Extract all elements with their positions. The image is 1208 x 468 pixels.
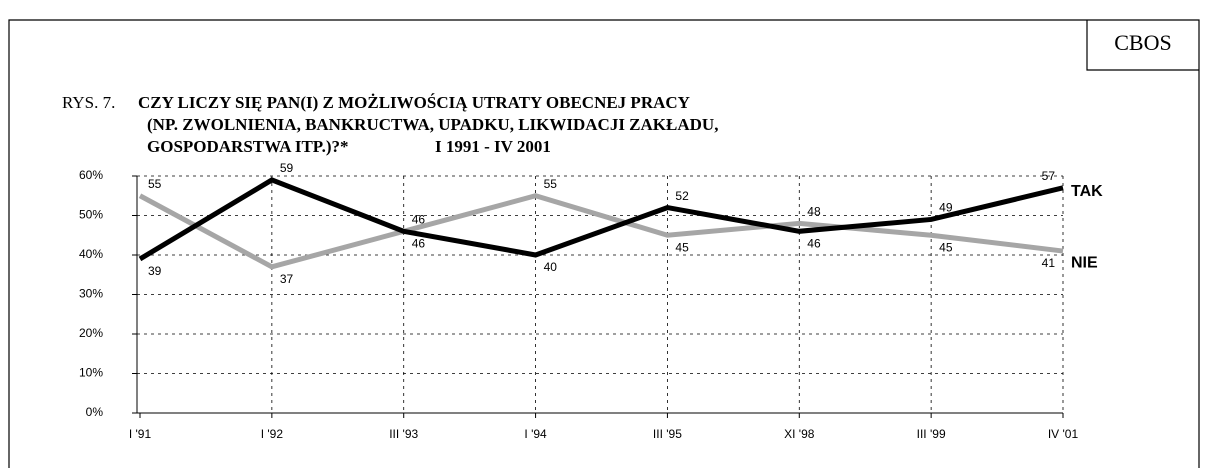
data-label: 55: [544, 177, 558, 191]
y-tick-label: 60%: [79, 168, 103, 182]
data-label: 52: [675, 189, 689, 203]
x-tick-label: IV '01: [1048, 427, 1079, 441]
source-box: [1086, 20, 1199, 71]
y-tick-label: 0%: [86, 405, 104, 419]
frame: [8, 19, 1200, 468]
x-tick-label: I '91: [129, 427, 152, 441]
x-tick-label: I '92: [261, 427, 284, 441]
series-line: [138, 177, 1064, 262]
data-label: 40: [544, 260, 558, 274]
x-tick-label: I '94: [524, 427, 547, 441]
y-tick-label: 30%: [79, 287, 103, 301]
x-tick-label: III '99: [917, 427, 946, 441]
series-label: TAK: [1071, 183, 1103, 200]
x-tick-label: XI '98: [784, 427, 815, 441]
chart-subtitle: I 1991 - IV 2001: [435, 137, 551, 156]
figure-label: RYS. 7.: [62, 93, 115, 112]
data-label: 48: [807, 205, 821, 219]
data-label: 37: [280, 272, 294, 286]
x-tick-label: III '93: [389, 427, 418, 441]
source: CBOS: [1114, 30, 1171, 55]
series-label: NIE: [1071, 254, 1098, 271]
chart-title: GOSPODARSTWA ITP.)?*: [147, 137, 349, 156]
y-tick-label: 50%: [79, 208, 103, 222]
data-label: 46: [807, 236, 821, 250]
data-label: 59: [280, 161, 294, 175]
data-label: 41: [1042, 256, 1056, 270]
chart-title: CZY LICZY SIĘ PAN(I) Z MOŻLIWOŚCIĄ UTRAT…: [138, 93, 690, 112]
series-line: [138, 193, 1064, 270]
data-label: 39: [148, 264, 162, 278]
chart-title: (NP. ZWOLNIENIA, BANKRUCTWA, UPADKU, LIK…: [147, 115, 718, 134]
y-tick-label: 40%: [79, 247, 103, 261]
y-tick-label: 10%: [79, 366, 103, 380]
data-label: 46: [412, 236, 426, 250]
data-label: 45: [939, 240, 953, 254]
x-tick-label: III '95: [653, 427, 682, 441]
data-label: 45: [675, 240, 689, 254]
data-label: 55: [148, 177, 162, 191]
data-label: 49: [939, 201, 953, 215]
data-label: 46: [412, 212, 426, 226]
data-label: 57: [1042, 169, 1056, 183]
y-tick-label: 20%: [79, 326, 103, 340]
